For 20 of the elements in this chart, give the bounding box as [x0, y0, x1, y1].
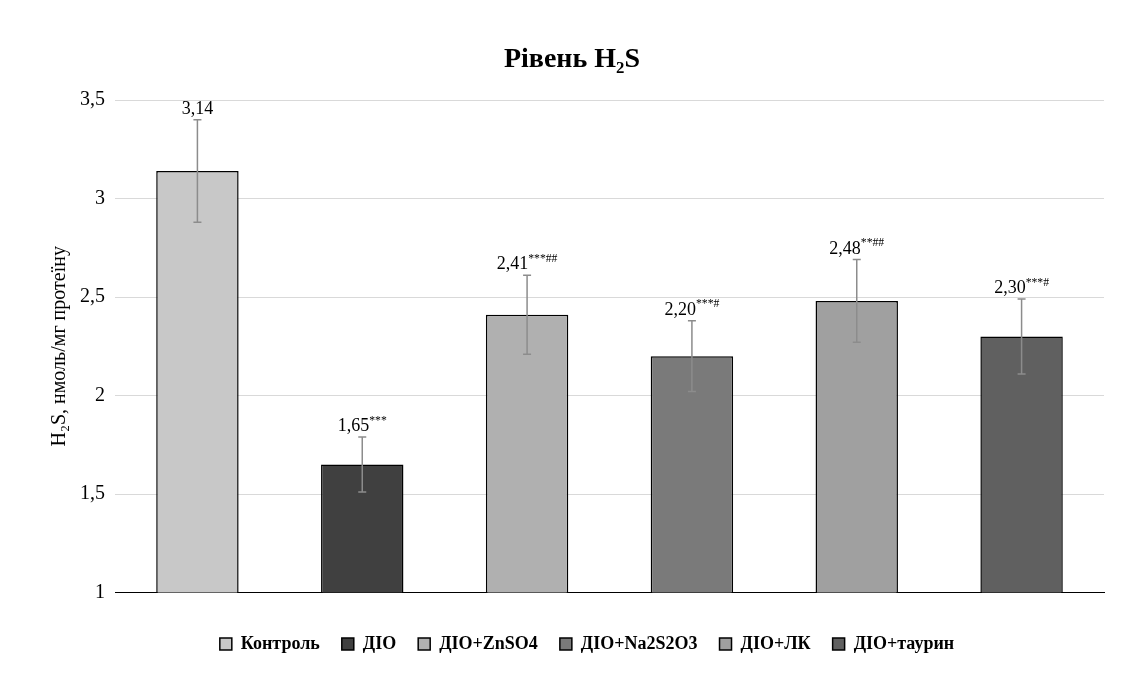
y-tick-label: 3,5	[80, 87, 105, 110]
y-tick-label: 2	[95, 382, 105, 405]
y-axis-title: H₂S, нмоль/мг протеїну	[47, 246, 71, 447]
legend-label: ДІО+ЛК	[740, 632, 811, 653]
legend-label: ДІО+Na2S2O3	[580, 632, 698, 653]
chart-title: Рівень H₂S	[503, 42, 641, 74]
legend-label: ДІО+ZnSO4	[439, 632, 538, 653]
data-label: 1,65***	[337, 413, 387, 435]
data-label: 2,41***##	[496, 252, 558, 274]
y-tick-label: 1,5	[80, 481, 105, 504]
legend-label: ДІО	[362, 632, 397, 653]
data-label: 3,14	[181, 97, 214, 118]
legend-label: Контроль	[240, 632, 321, 653]
data-label: 2,30***#	[994, 275, 1050, 298]
y-tick-label: 3	[95, 185, 105, 208]
y-tick-label: 1	[95, 579, 105, 602]
legend-label: ДІО+таурин	[853, 632, 955, 653]
data-label: 2,20***#	[664, 297, 720, 319]
data-label: 2,48**##	[829, 236, 885, 258]
y-tick-label: 2,5	[80, 284, 105, 307]
